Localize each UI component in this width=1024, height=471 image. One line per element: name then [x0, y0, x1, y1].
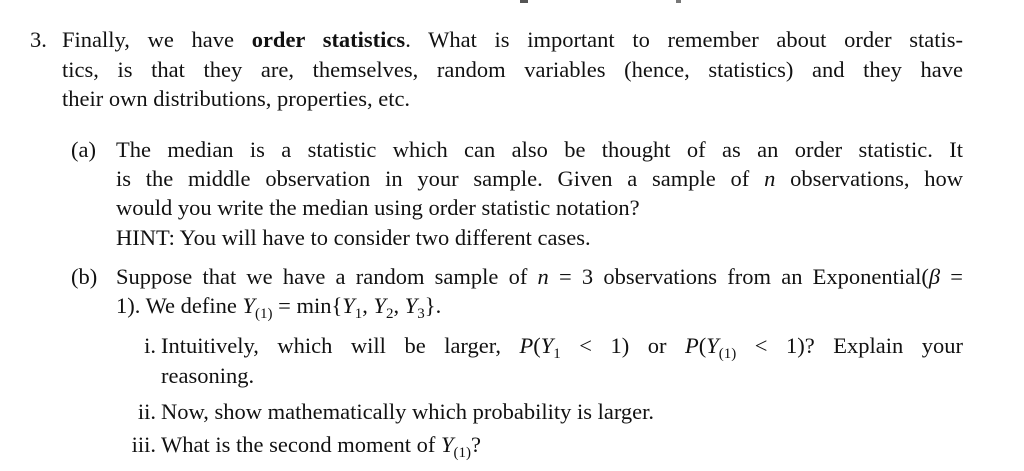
text-line: 1). We define Y(1) = min{Y1, Y2, Y3}.: [116, 293, 442, 322]
text-run: ?: [470, 432, 481, 457]
text-run: < 1) or: [560, 333, 686, 358]
text-run: }.: [424, 293, 442, 318]
math-symbol: P: [685, 333, 699, 358]
text-line: reasoning.: [161, 363, 254, 389]
text-run: = 3 observations from an Exponential(: [548, 264, 929, 289]
text-line: would you write the median using order s…: [116, 195, 640, 221]
text-run: would you write the median using order s…: [116, 195, 640, 220]
math-symbol: Y: [540, 333, 554, 358]
text-run: . What is important to remember about or…: [405, 27, 963, 52]
math-symbol: Y: [242, 293, 255, 318]
text-line: Now, show mathematically which probabili…: [161, 399, 654, 425]
item-label: ii.: [137, 399, 156, 424]
text-run: their own distributions, properties, etc…: [62, 86, 411, 111]
text-line: Finally, we have order statistics. What …: [62, 27, 963, 53]
text-run: (: [533, 333, 541, 358]
text-line: The median is a statistic which can also…: [116, 137, 963, 163]
math-symbol: n: [764, 166, 776, 191]
text-run: Suppose that we have a random sample of: [116, 264, 538, 289]
text-run: = min{: [272, 293, 343, 318]
text-line: tics, is that they are, themselves, rand…: [62, 57, 963, 83]
text-line: HINT: You will have to consider two diff…: [116, 225, 591, 251]
math-symbol: n: [537, 264, 549, 289]
cropped-text-fragment: [520, 0, 528, 3]
math-symbol: Y: [706, 333, 719, 358]
subscript: 3: [417, 306, 425, 322]
math-symbol: Y: [404, 293, 418, 318]
text-run: is the middle observation in your sample…: [116, 166, 765, 191]
text-run: < 1)? Explain your: [736, 333, 963, 358]
text-line: is the middle observation in your sample…: [116, 166, 963, 192]
text-run: Intuitively, which will be larger,: [161, 333, 520, 358]
text-run: What is the second moment of: [161, 432, 441, 457]
math-symbol: Y: [373, 293, 387, 318]
text-run: HINT: You will have to consider two diff…: [116, 225, 591, 250]
subscript: (1): [453, 445, 471, 461]
text-run: observations, how: [775, 166, 963, 191]
math-symbol: Y: [342, 293, 355, 318]
text-run: ,: [362, 293, 374, 318]
bold-term: order statistics: [251, 27, 406, 52]
item-label: (b): [71, 264, 98, 289]
text-line: What is the second moment of Y(1)?: [161, 432, 481, 461]
item-label: 3.: [30, 27, 47, 52]
math-symbol: P: [519, 333, 534, 358]
subscript: (1): [718, 346, 737, 362]
text-line: their own distributions, properties, etc…: [62, 86, 410, 112]
item-label: (a): [71, 137, 96, 162]
text-run: Finally, we have: [62, 27, 252, 52]
text-run: (: [698, 333, 707, 358]
subscript: 1: [553, 346, 561, 362]
text-run: 1). We define: [116, 293, 243, 318]
text-run: =: [940, 264, 963, 289]
item-label: iii.: [131, 432, 156, 457]
text-run: tics, is that they are, themselves, rand…: [62, 57, 963, 82]
text-run: Now, show mathematically which probabili…: [161, 399, 655, 424]
math-symbol: Y: [440, 432, 454, 457]
text-run: reasoning.: [161, 363, 255, 388]
subscript: 1: [354, 306, 363, 322]
math-symbol: β: [928, 264, 941, 289]
text-run: ,: [393, 293, 405, 318]
item-label: i.: [144, 333, 156, 358]
subscript: (1): [255, 306, 273, 322]
subscript: 2: [386, 306, 394, 322]
text-line: Suppose that we have a random sample of …: [116, 264, 963, 290]
text-line: Intuitively, which will be larger, P(Y1 …: [161, 333, 963, 362]
text-run: The median is a statistic which can also…: [116, 137, 963, 162]
cropped-text-fragment: [676, 0, 681, 3]
